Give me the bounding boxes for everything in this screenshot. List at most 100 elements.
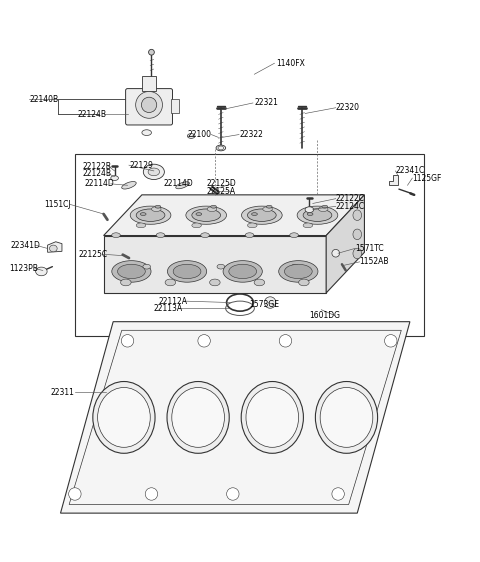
Ellipse shape xyxy=(144,164,164,179)
Ellipse shape xyxy=(279,334,292,347)
Text: 1140FX: 1140FX xyxy=(276,59,305,68)
Ellipse shape xyxy=(322,205,328,208)
Text: 22114D: 22114D xyxy=(84,179,114,188)
Ellipse shape xyxy=(36,267,47,276)
Ellipse shape xyxy=(145,488,157,500)
Ellipse shape xyxy=(155,205,161,208)
Ellipse shape xyxy=(201,233,209,238)
Text: 22114D: 22114D xyxy=(163,179,193,188)
Text: 22125C: 22125C xyxy=(78,250,108,259)
Ellipse shape xyxy=(223,261,262,282)
Text: 22122C: 22122C xyxy=(336,194,365,203)
Ellipse shape xyxy=(49,245,57,252)
Ellipse shape xyxy=(266,205,272,208)
Ellipse shape xyxy=(142,130,152,135)
Ellipse shape xyxy=(196,212,202,215)
Bar xyxy=(75,154,424,336)
Ellipse shape xyxy=(192,223,202,228)
Ellipse shape xyxy=(227,488,239,500)
Ellipse shape xyxy=(229,264,257,279)
Ellipse shape xyxy=(165,279,176,286)
Ellipse shape xyxy=(156,233,165,238)
Ellipse shape xyxy=(112,261,151,282)
Ellipse shape xyxy=(120,279,131,286)
Ellipse shape xyxy=(241,206,282,224)
Bar xyxy=(142,76,156,90)
Text: 22341C: 22341C xyxy=(396,166,425,175)
Text: 22320: 22320 xyxy=(336,103,360,112)
Ellipse shape xyxy=(152,207,161,211)
Text: 1152AB: 1152AB xyxy=(360,257,389,266)
Ellipse shape xyxy=(291,264,299,269)
Text: 22321: 22321 xyxy=(254,98,278,107)
Polygon shape xyxy=(326,195,364,293)
Text: 22125D: 22125D xyxy=(206,179,236,188)
Text: 22122B: 22122B xyxy=(82,162,111,171)
Text: 1123PB: 1123PB xyxy=(9,264,38,273)
Text: 22100: 22100 xyxy=(187,130,211,139)
Ellipse shape xyxy=(192,209,220,221)
Ellipse shape xyxy=(217,264,225,269)
Ellipse shape xyxy=(112,233,120,238)
Ellipse shape xyxy=(254,279,264,286)
Text: 1573GE: 1573GE xyxy=(250,301,279,310)
Ellipse shape xyxy=(320,387,373,447)
Ellipse shape xyxy=(136,223,146,228)
Text: 22341D: 22341D xyxy=(10,241,40,250)
Ellipse shape xyxy=(69,488,81,500)
Ellipse shape xyxy=(297,206,338,224)
Text: 22129: 22129 xyxy=(130,161,154,170)
Text: 22112A: 22112A xyxy=(158,297,188,306)
Text: 1571TC: 1571TC xyxy=(355,244,384,253)
Ellipse shape xyxy=(176,182,190,189)
Ellipse shape xyxy=(246,387,299,447)
Text: 22140B: 22140B xyxy=(29,94,59,103)
Ellipse shape xyxy=(332,488,344,500)
Ellipse shape xyxy=(172,387,225,447)
Text: 22124C: 22124C xyxy=(336,202,365,211)
Ellipse shape xyxy=(97,387,150,447)
Text: 1151CJ: 1151CJ xyxy=(44,200,71,209)
Ellipse shape xyxy=(118,264,145,279)
Ellipse shape xyxy=(299,279,309,286)
Ellipse shape xyxy=(241,382,303,454)
Ellipse shape xyxy=(279,261,318,282)
FancyBboxPatch shape xyxy=(126,89,172,125)
Ellipse shape xyxy=(263,207,272,211)
Polygon shape xyxy=(104,235,326,293)
Ellipse shape xyxy=(210,279,220,286)
Ellipse shape xyxy=(318,207,328,211)
Ellipse shape xyxy=(168,261,207,282)
Text: 22311: 22311 xyxy=(51,388,75,397)
Ellipse shape xyxy=(252,212,257,215)
Ellipse shape xyxy=(93,382,155,454)
Ellipse shape xyxy=(285,264,312,279)
Ellipse shape xyxy=(186,206,227,224)
Ellipse shape xyxy=(303,209,332,221)
Text: 22113A: 22113A xyxy=(154,304,183,313)
Text: 22124B: 22124B xyxy=(77,110,106,119)
Ellipse shape xyxy=(187,134,195,138)
Ellipse shape xyxy=(142,97,157,112)
Ellipse shape xyxy=(248,223,257,228)
Text: 1601DG: 1601DG xyxy=(310,311,340,320)
Polygon shape xyxy=(170,99,179,114)
Ellipse shape xyxy=(332,250,339,257)
Ellipse shape xyxy=(140,212,146,215)
Ellipse shape xyxy=(130,206,171,224)
Ellipse shape xyxy=(173,264,201,279)
Ellipse shape xyxy=(245,233,254,238)
Ellipse shape xyxy=(290,233,299,238)
Ellipse shape xyxy=(315,382,378,454)
Ellipse shape xyxy=(248,209,276,221)
Text: 22322: 22322 xyxy=(240,130,264,139)
Text: 22124B: 22124B xyxy=(82,169,111,178)
Polygon shape xyxy=(48,242,62,252)
Ellipse shape xyxy=(122,182,136,189)
Ellipse shape xyxy=(198,334,210,347)
Ellipse shape xyxy=(207,207,217,211)
Ellipse shape xyxy=(211,205,216,208)
Ellipse shape xyxy=(353,248,361,259)
Ellipse shape xyxy=(143,264,151,269)
Ellipse shape xyxy=(121,334,134,347)
